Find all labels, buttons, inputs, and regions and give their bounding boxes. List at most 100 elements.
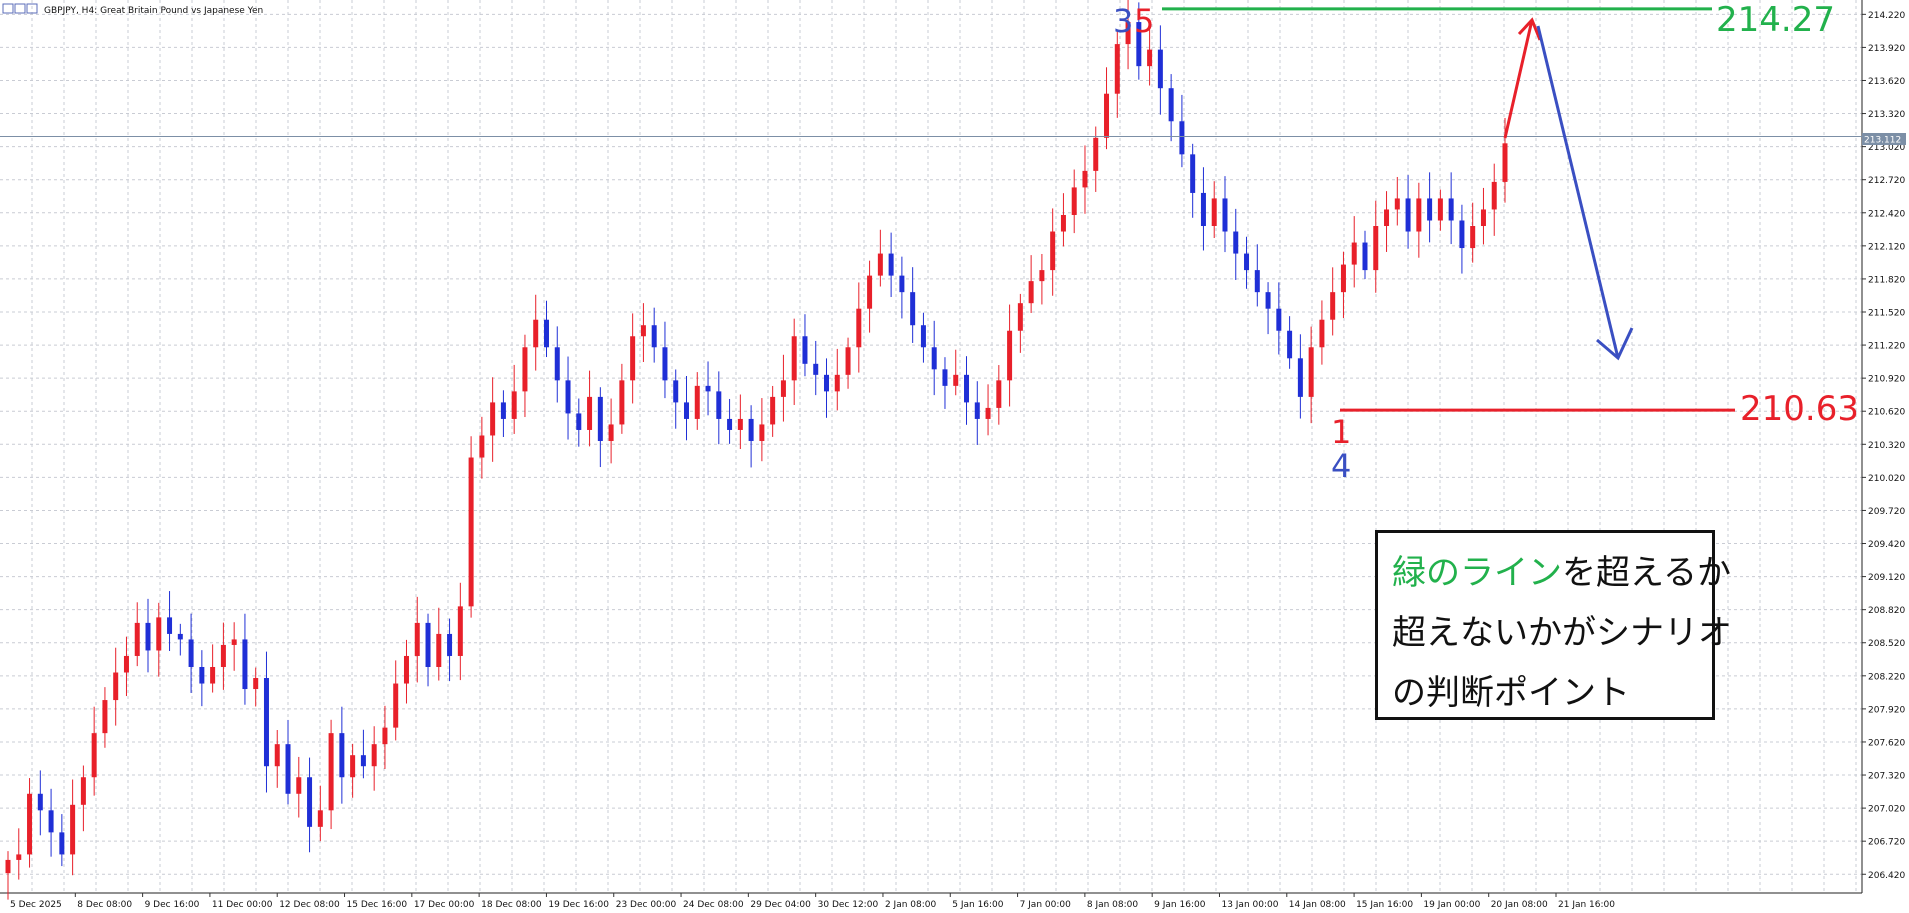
candle-body xyxy=(1416,198,1422,232)
candle-body xyxy=(1168,88,1174,122)
candle-body xyxy=(1405,198,1411,232)
candle-body xyxy=(91,733,97,778)
candle-body xyxy=(587,396,593,430)
candle-body xyxy=(683,402,689,419)
price-tick-label: 207.620 xyxy=(1868,738,1905,748)
candle-body xyxy=(1050,231,1056,271)
candle-body xyxy=(511,391,517,419)
candle-body xyxy=(113,672,119,701)
candle-body xyxy=(253,678,259,690)
price-tick-label: 210.920 xyxy=(1868,375,1905,385)
note-line-1-rest: を超えるか xyxy=(1562,553,1731,593)
candle-body xyxy=(1448,198,1454,221)
time-tick-label: 14 Jan 08:00 xyxy=(1289,900,1346,910)
candle-body xyxy=(737,418,743,430)
candle-body xyxy=(274,744,280,767)
candle-body xyxy=(145,622,151,651)
candle-body xyxy=(1427,198,1433,221)
wave-label-4: 4 xyxy=(1331,447,1351,485)
candle-body xyxy=(673,380,679,403)
candle-body xyxy=(770,396,776,425)
candle-body xyxy=(1039,270,1045,282)
annotations xyxy=(0,7,1862,412)
candle-body xyxy=(1082,170,1088,188)
time-tick-label: 8 Jan 08:00 xyxy=(1087,900,1139,910)
candle-body xyxy=(727,418,733,430)
time-tick-label: 2 Jan 08:00 xyxy=(885,900,937,910)
note-line-2: 超えないかがシナリオ xyxy=(1392,613,1732,653)
candle-body xyxy=(59,832,65,855)
time-tick-label: 24 Dec 08:00 xyxy=(683,900,744,910)
candle-body xyxy=(1491,181,1497,210)
candle-body xyxy=(1297,358,1303,397)
candle-body xyxy=(1394,198,1400,210)
candle-body xyxy=(156,617,162,651)
arrowhead-down xyxy=(1596,327,1634,361)
candle-body xyxy=(1017,303,1023,331)
candle-body xyxy=(931,347,937,370)
candle-body xyxy=(953,374,959,386)
candle-body xyxy=(360,755,366,767)
price-tick-label: 208.220 xyxy=(1868,672,1905,682)
candle-body xyxy=(791,336,797,381)
candle-body xyxy=(1470,226,1476,249)
candle-body xyxy=(339,733,345,778)
time-tick-label: 11 Dec 00:00 xyxy=(212,900,273,910)
price-tick-label: 212.720 xyxy=(1868,176,1905,186)
candle-body xyxy=(1147,49,1153,67)
candle-body xyxy=(1276,308,1282,331)
candle-body xyxy=(1244,253,1250,271)
time-tick-label: 5 Jan 16:00 xyxy=(952,900,1004,910)
candle-body xyxy=(134,622,140,656)
note-line-3: の判断ポイント xyxy=(1392,673,1630,713)
candle-body xyxy=(1265,292,1271,309)
price-tick-label: 210.320 xyxy=(1868,441,1905,451)
price-tick-label: 210.020 xyxy=(1868,474,1905,484)
current-price-label: 213.112 xyxy=(1864,136,1901,146)
candle-body xyxy=(1384,209,1390,227)
time-tick-label: 8 Dec 08:00 xyxy=(77,900,132,910)
price-tick-label: 213.620 xyxy=(1868,77,1905,87)
candle-body xyxy=(1459,220,1465,249)
candle-body xyxy=(350,755,356,778)
projection-up-arrow xyxy=(1503,19,1534,139)
candle-body xyxy=(899,275,905,293)
time-tick-label: 19 Jan 00:00 xyxy=(1423,900,1480,910)
candle-body xyxy=(167,617,173,634)
candle-body xyxy=(813,363,819,375)
price-tick-label: 207.920 xyxy=(1868,705,1905,715)
candle-body xyxy=(199,666,205,684)
price-tick-label: 206.720 xyxy=(1868,838,1905,848)
candles xyxy=(5,0,1508,900)
time-tick-label: 21 Jan 16:00 xyxy=(1558,900,1615,910)
candle-body xyxy=(1179,121,1185,155)
candle-body xyxy=(27,793,33,855)
candle-body xyxy=(597,396,603,441)
candle-body xyxy=(964,374,970,403)
candle-body xyxy=(1233,231,1239,254)
candle-body xyxy=(500,402,506,419)
candle-body xyxy=(1114,44,1120,94)
candle-body xyxy=(640,325,646,337)
candle-body xyxy=(780,380,786,397)
candle-body xyxy=(5,859,11,874)
projection-down-arrow xyxy=(1536,25,1620,359)
candle-body xyxy=(317,810,323,827)
candle-body xyxy=(210,666,216,684)
candle-body xyxy=(630,336,636,381)
candle-body xyxy=(1190,154,1196,193)
candle-body xyxy=(328,733,334,811)
candle-body xyxy=(619,380,625,425)
wave-label-1: 1 xyxy=(1331,413,1351,451)
time-tick-label: 15 Dec 16:00 xyxy=(347,900,408,910)
level-label-green: 214.27 xyxy=(1716,0,1835,40)
candle-body xyxy=(867,275,873,309)
candle-body xyxy=(231,639,237,645)
candle-body xyxy=(285,744,291,794)
candle-body xyxy=(608,424,614,441)
candle-body xyxy=(37,793,43,811)
candle-body xyxy=(1373,226,1379,271)
